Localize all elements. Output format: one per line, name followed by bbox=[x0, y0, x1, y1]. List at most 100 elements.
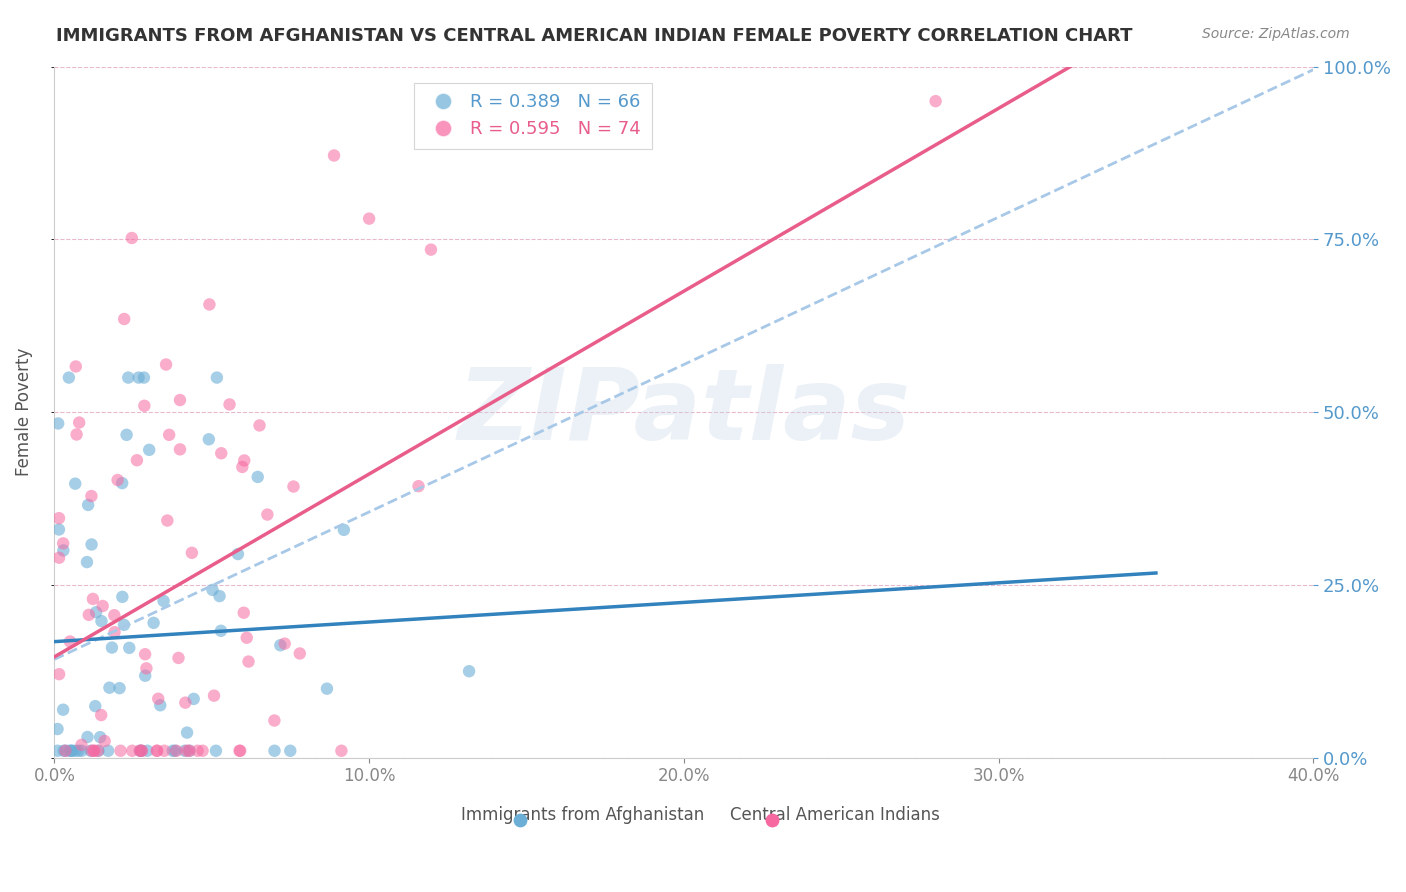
Point bbox=[101, 640, 124, 655]
Point bbox=[209, 624, 232, 638]
Point bbox=[183, 692, 205, 706]
Point bbox=[59, 744, 82, 758]
Point bbox=[67, 744, 90, 758]
Point bbox=[198, 297, 221, 311]
Point bbox=[82, 591, 104, 606]
Point bbox=[76, 555, 98, 569]
Point bbox=[84, 605, 107, 619]
Point bbox=[129, 744, 152, 758]
Point bbox=[238, 655, 260, 669]
Point bbox=[93, 734, 115, 748]
Point bbox=[205, 744, 228, 758]
Point bbox=[121, 231, 143, 245]
Point bbox=[273, 637, 295, 651]
Point bbox=[48, 550, 70, 565]
Point bbox=[48, 667, 70, 681]
Point bbox=[90, 708, 112, 723]
Point bbox=[89, 730, 111, 744]
Point bbox=[128, 744, 150, 758]
Point bbox=[77, 498, 100, 512]
Point bbox=[83, 744, 105, 758]
Point bbox=[288, 647, 311, 661]
Point bbox=[263, 744, 285, 758]
Point bbox=[269, 638, 291, 652]
Point bbox=[55, 744, 77, 758]
Point bbox=[179, 744, 201, 758]
Point bbox=[231, 459, 253, 474]
Point bbox=[169, 392, 191, 407]
Point bbox=[129, 744, 152, 758]
Point bbox=[179, 744, 201, 758]
Point bbox=[128, 370, 150, 384]
Point bbox=[52, 703, 75, 717]
Point bbox=[112, 312, 135, 326]
Point bbox=[218, 397, 240, 411]
Point bbox=[152, 594, 174, 608]
Point bbox=[263, 714, 285, 728]
Point bbox=[65, 359, 87, 374]
Point bbox=[97, 744, 120, 758]
Point bbox=[87, 744, 110, 758]
Point bbox=[167, 651, 190, 665]
Point bbox=[249, 418, 271, 433]
Point bbox=[149, 698, 172, 713]
Point bbox=[91, 599, 114, 613]
Point bbox=[235, 631, 257, 645]
Point bbox=[110, 744, 132, 758]
Point bbox=[180, 546, 202, 560]
Point bbox=[108, 681, 131, 695]
Point bbox=[46, 744, 69, 758]
Point bbox=[191, 744, 214, 758]
Point bbox=[125, 453, 148, 467]
Point bbox=[80, 744, 103, 758]
Point bbox=[80, 489, 103, 503]
Text: Immigrants from Afghanistan: Immigrants from Afghanistan bbox=[461, 805, 704, 824]
Point bbox=[98, 681, 121, 695]
Point bbox=[46, 722, 69, 736]
Point bbox=[134, 399, 156, 413]
Point bbox=[111, 590, 134, 604]
Point bbox=[165, 744, 187, 758]
Point bbox=[924, 94, 946, 108]
Point bbox=[107, 473, 129, 487]
Point bbox=[118, 640, 141, 655]
Point bbox=[330, 744, 353, 758]
Point bbox=[87, 744, 110, 758]
Point bbox=[359, 211, 381, 226]
Y-axis label: Female Poverty: Female Poverty bbox=[15, 348, 32, 476]
Point bbox=[135, 661, 157, 675]
Point bbox=[208, 589, 231, 603]
Point bbox=[103, 625, 125, 640]
Point bbox=[155, 358, 177, 372]
Point bbox=[408, 479, 430, 493]
Point bbox=[52, 744, 75, 758]
Point bbox=[198, 432, 221, 446]
Point bbox=[65, 427, 87, 442]
Text: Source: ZipAtlas.com: Source: ZipAtlas.com bbox=[1202, 27, 1350, 41]
Point bbox=[156, 514, 179, 528]
Point bbox=[77, 607, 100, 622]
Point bbox=[58, 370, 80, 384]
Point bbox=[117, 370, 139, 384]
Point bbox=[112, 618, 135, 632]
Point bbox=[323, 148, 346, 162]
Point bbox=[232, 606, 254, 620]
Point bbox=[420, 243, 443, 257]
Point bbox=[174, 696, 197, 710]
Point bbox=[316, 681, 339, 696]
Point bbox=[132, 370, 155, 384]
Point bbox=[176, 744, 198, 758]
Point bbox=[209, 446, 232, 460]
Point bbox=[201, 582, 224, 597]
Point bbox=[233, 453, 256, 467]
Point bbox=[1208, 813, 1230, 827]
Point bbox=[134, 647, 156, 661]
Point bbox=[134, 669, 156, 683]
Point bbox=[65, 744, 87, 758]
Point bbox=[173, 744, 195, 758]
Point bbox=[205, 370, 228, 384]
Point bbox=[84, 699, 107, 714]
Point bbox=[80, 537, 103, 551]
Point bbox=[48, 523, 70, 537]
Point bbox=[157, 427, 180, 442]
